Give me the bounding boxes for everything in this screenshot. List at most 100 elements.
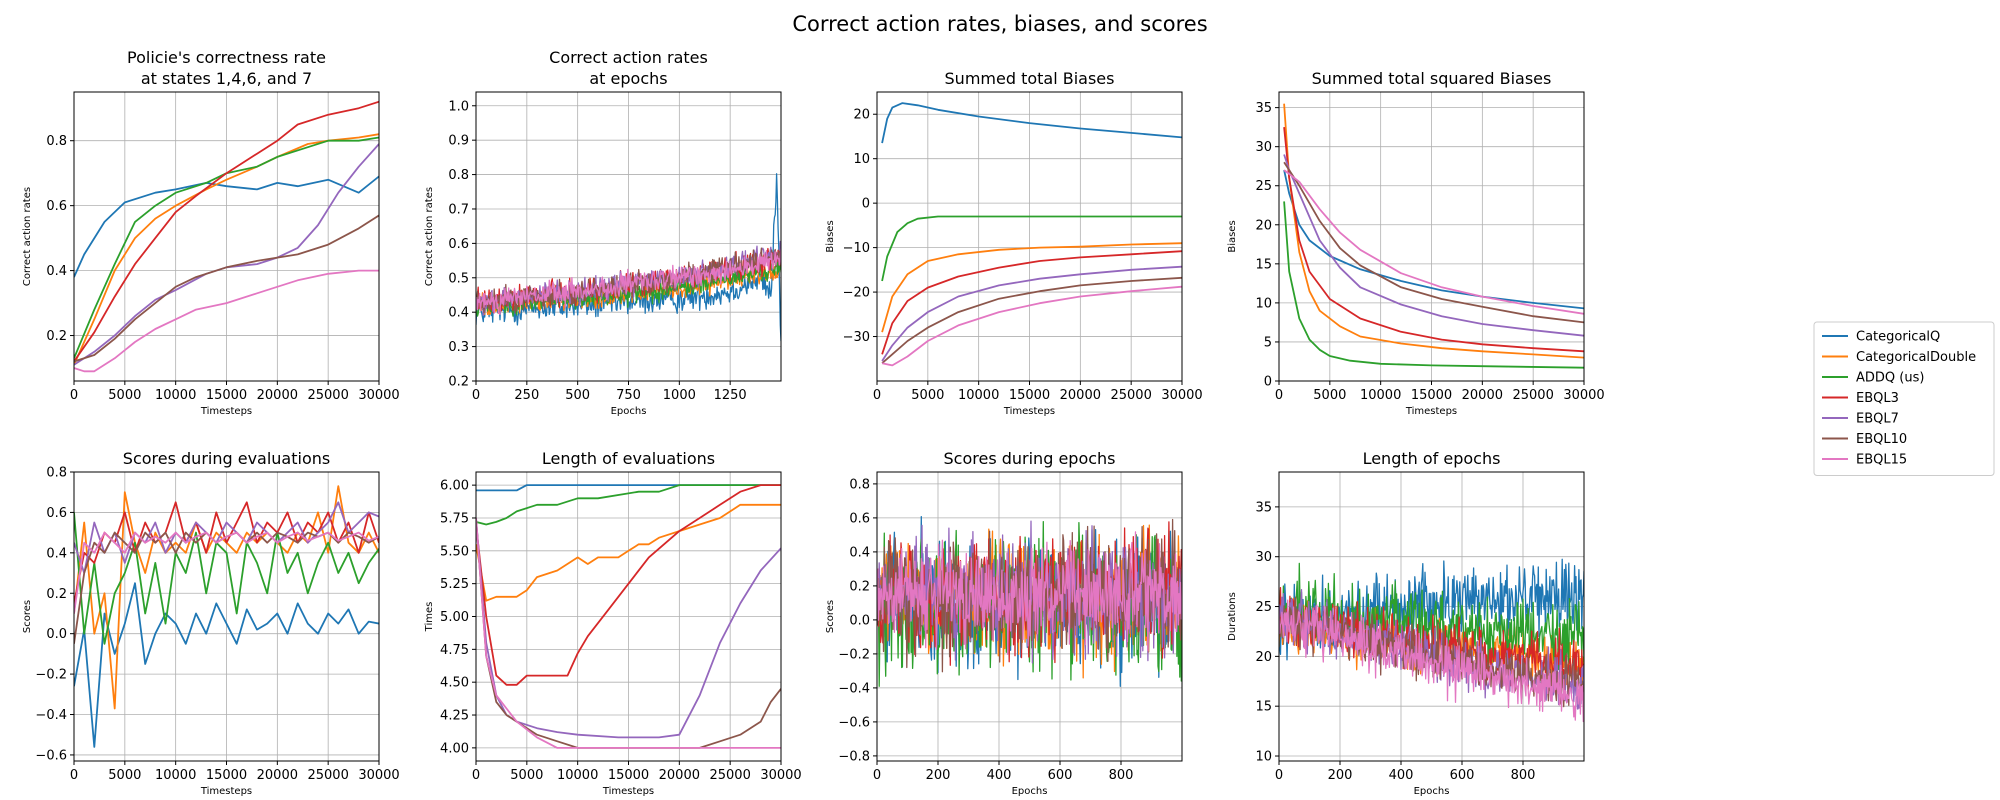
x-tick-label: 0 <box>873 768 881 783</box>
y-tick-label: 0.3 <box>448 340 469 355</box>
y-tick-label: 0.8 <box>849 477 870 492</box>
y-tick-label: −0.4 <box>838 681 870 696</box>
figure-title: Correct action rates, biases, and scores <box>792 12 1207 36</box>
series-line-categoricaldouble <box>476 503 781 602</box>
y-tick-label: 0.6 <box>448 237 469 252</box>
series-group <box>877 515 1182 687</box>
y-tick-label: 5.50 <box>440 544 469 559</box>
y-tick-label: 5.00 <box>440 610 469 625</box>
y-tick-label: 0.4 <box>448 306 469 321</box>
y-axis-label: Correct action rates <box>22 187 33 286</box>
x-tick-label: 20000 <box>1060 388 1101 403</box>
y-tick-label: 0.5 <box>448 271 469 286</box>
y-tick-label: 10 <box>1255 750 1272 765</box>
legend-entry: EBQL10 <box>1822 432 1907 447</box>
x-tick-label: 15000 <box>1411 388 1452 403</box>
x-tick-label: 0 <box>70 388 78 403</box>
y-tick-label: 6.00 <box>440 479 469 494</box>
y-tick-label: 20 <box>1255 218 1272 233</box>
x-axis-label: Timesteps <box>1003 406 1055 417</box>
legend-label: EBQL3 <box>1856 391 1899 406</box>
chart-summed-biases: 0 5000 10000 15000 20000 25000 30000 −30 −20 −10 0… <box>825 69 1203 417</box>
legend-entry: EBQL3 <box>1822 391 1899 406</box>
series-group <box>476 173 781 342</box>
series-line-categoricaldouble <box>1283 103 1584 359</box>
x-tick-label: 5000 <box>510 768 543 783</box>
y-tick-label: 0.2 <box>46 329 67 344</box>
series-line-addq-us- <box>476 484 781 526</box>
x-tick-label: 25000 <box>1110 388 1151 403</box>
series-line-categoricalq <box>881 102 1182 144</box>
y-tick-label: 0.6 <box>849 511 870 526</box>
x-tick-label: 30000 <box>358 388 399 403</box>
chart-title: at states 1,4,6, and 7 <box>141 69 312 88</box>
y-tick-label: 20 <box>853 108 870 123</box>
x-tick-label: 20000 <box>1462 388 1503 403</box>
x-tick-label: 15000 <box>206 388 247 403</box>
series-group <box>476 484 781 749</box>
y-tick-label: 0.8 <box>448 168 469 183</box>
y-tick-label: 10 <box>853 152 870 167</box>
legend-label: EBQL10 <box>1856 432 1907 447</box>
y-axis-label: Scores <box>22 600 33 633</box>
y-tick-label: 0.4 <box>849 545 870 560</box>
x-tick-label: 25000 <box>709 768 750 783</box>
legend-label: EBQL15 <box>1856 453 1907 468</box>
legend-entry: EBQL7 <box>1822 412 1899 427</box>
x-tick-label: 30000 <box>358 768 399 783</box>
legend-entry: CategoricalDouble <box>1822 350 1976 365</box>
x-tick-label: 0 <box>1275 768 1283 783</box>
y-axis-label: Scores <box>825 600 836 633</box>
series-group <box>881 102 1182 367</box>
chart-summed-squared-biases: 0 5000 10000 15000 20000 25000 30000 0 5 10 15 20 25… <box>1227 69 1605 417</box>
x-axis-label: Epochs <box>611 406 647 417</box>
x-tick-label: 500 <box>565 388 590 403</box>
x-tick-label: 10000 <box>155 768 196 783</box>
series-line-ebql7 <box>74 501 379 574</box>
series-line-ebql3 <box>1283 127 1584 353</box>
y-tick-label: 0.9 <box>448 134 469 149</box>
series-line-addq-us- <box>1279 562 1584 671</box>
chart-title: Summed total squared Biases <box>1312 69 1552 88</box>
y-tick-label: 30 <box>1255 550 1272 565</box>
legend-label: EBQL7 <box>1856 412 1899 427</box>
chart-panels: 0 5000 10000 15000 20000 25000 300000.20.40.60… <box>22 48 1605 797</box>
y-tick-label: −20 <box>843 286 870 301</box>
y-tick-label: −0.2 <box>35 668 67 683</box>
x-tick-label: 600 <box>1450 768 1475 783</box>
y-tick-label: 25 <box>1255 600 1272 615</box>
y-axis-label: Durations <box>1227 592 1238 641</box>
chart-scores-evaluations: 0 5000 10000 15000 20000 25000 30000 −0.6 −0.4 −0… <box>22 449 400 797</box>
series-group <box>74 100 379 373</box>
y-tick-label: −10 <box>843 241 870 256</box>
x-tick-label: 250 <box>514 388 539 403</box>
y-tick-label: 15 <box>1255 257 1272 272</box>
series-line-categoricalq <box>1283 169 1584 310</box>
y-tick-label: 30 <box>1255 140 1272 155</box>
y-tick-label: 0.6 <box>46 506 67 521</box>
y-tick-label: −0.2 <box>838 647 870 662</box>
y-tick-label: 1.0 <box>448 99 469 114</box>
x-tick-label: 30000 <box>760 768 801 783</box>
legend-entry: CategoricalQ <box>1822 330 1940 345</box>
x-axis-label: Epochs <box>1414 786 1450 797</box>
series-line-ebql15 <box>74 269 379 373</box>
series-line-ebql3 <box>881 250 1182 355</box>
x-tick-label: 5000 <box>911 388 944 403</box>
x-tick-label: 0 <box>873 388 881 403</box>
chart-title: Scores during evaluations <box>123 449 330 468</box>
y-tick-label: 35 <box>1255 500 1272 515</box>
chart-correct-rates-epochs: 0 250 500 750 1000 1250 0.2 0.3 0.4 0.5 0.6 0.7 0.8 0… <box>424 48 782 417</box>
x-tick-label: 20000 <box>257 768 298 783</box>
series-group <box>1283 103 1584 369</box>
y-tick-label: 5.75 <box>440 511 469 526</box>
x-axis-label: Timesteps <box>200 786 252 797</box>
y-tick-label: −0.6 <box>838 715 870 730</box>
series-group <box>1279 558 1584 723</box>
series-line-ebql10 <box>74 214 379 363</box>
series-line-ebql10 <box>881 276 1182 364</box>
y-tick-label: 0.2 <box>448 375 469 390</box>
legend-entry: EBQL15 <box>1822 453 1907 468</box>
legend: CategoricalQ CategoricalDouble ADDQ (us) EB… <box>1813 321 1995 476</box>
